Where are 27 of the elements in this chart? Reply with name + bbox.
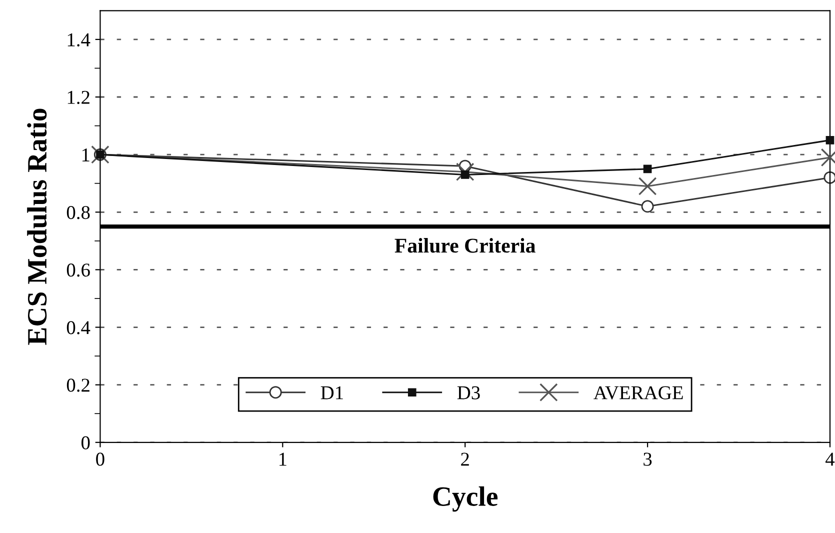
point (456, 162, 474, 182)
y-tick-label: 0 (81, 436, 90, 450)
point (460, 170, 470, 179)
legend-label: AVERAGE (594, 386, 683, 400)
y-axis-title: ECS Modulus Ratio (27, 108, 47, 345)
x-tick-label: 2 (461, 452, 469, 466)
point (826, 136, 834, 144)
legend-label: D1 (320, 386, 343, 400)
y-tick-label: 1.2 (68, 90, 90, 104)
x-tick-label: 1 (279, 452, 286, 466)
point (641, 200, 654, 213)
y-tick-label: 1.4 (68, 33, 90, 46)
point (824, 171, 835, 184)
ref-line-label: Failure Criteria (394, 238, 536, 253)
point (638, 177, 657, 196)
x-axis-title: Cycle (433, 486, 498, 512)
y-tick-label: 0.4 (66, 321, 90, 334)
legend-label: D3 (457, 386, 480, 400)
point (643, 164, 652, 174)
x-tick-label: 0 (96, 452, 104, 466)
y-tick-label: 1 (82, 148, 90, 162)
y-tick-label: 0.8 (66, 206, 90, 220)
x-tick-label: 3 (644, 452, 652, 466)
point (91, 145, 110, 164)
x-tick-label: 4 (826, 452, 835, 466)
y-tick-label: 0.6 (66, 264, 90, 277)
y-tick-label: 0.2 (66, 378, 90, 392)
